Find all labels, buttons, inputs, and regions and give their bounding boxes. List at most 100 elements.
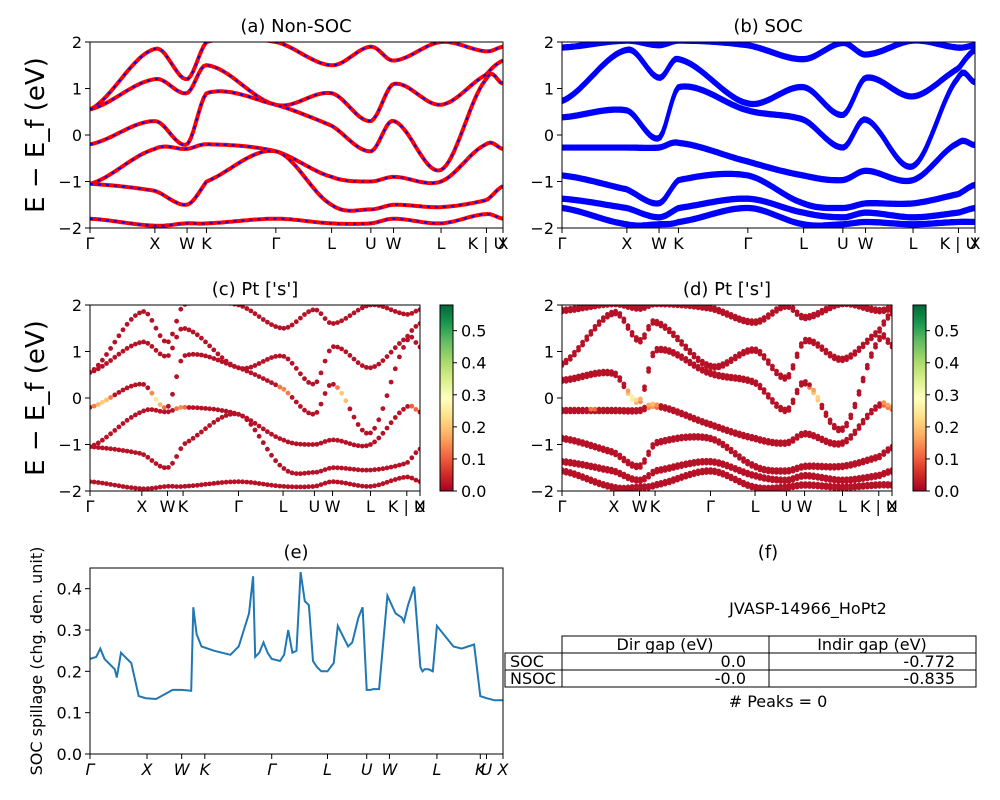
projected-point	[95, 362, 101, 368]
x-tick-label: Γ	[558, 234, 567, 253]
projected-point	[380, 430, 386, 436]
projected-point	[285, 390, 291, 396]
projected-point	[572, 305, 577, 311]
projected-point	[322, 316, 328, 321]
projected-point	[186, 438, 192, 444]
projected-point	[157, 484, 163, 490]
projected-point	[388, 478, 394, 484]
projected-point	[277, 384, 283, 390]
projected-point	[646, 305, 651, 310]
projected-point	[774, 401, 779, 407]
projected-point	[116, 447, 122, 453]
projected-point	[157, 351, 163, 357]
projected-point	[848, 433, 854, 438]
projected-point	[666, 464, 672, 470]
projected-point	[562, 360, 565, 366]
projected-point	[745, 347, 750, 352]
y-tick-label: −1	[530, 436, 554, 455]
projected-point	[877, 326, 882, 332]
projected-point	[178, 358, 184, 364]
projected-point	[691, 459, 697, 464]
projected-point	[844, 305, 849, 308]
projected-point	[293, 399, 299, 405]
projected-point	[889, 341, 892, 347]
projected-point	[223, 479, 229, 485]
x-tick-label: Γ	[86, 497, 95, 516]
projected-point	[380, 481, 386, 487]
colorbar-tick-label: 0.2	[934, 418, 959, 437]
info-panel: JVASP-14966_HoPt2 Dir gap (eV) Indir gap…	[504, 599, 977, 711]
projected-point	[745, 481, 750, 487]
projected-point	[215, 407, 221, 413]
band-line-dash	[90, 141, 503, 185]
projected-point	[695, 363, 701, 369]
projected-point	[881, 481, 887, 486]
projected-point	[145, 340, 151, 346]
projected-point	[869, 481, 874, 487]
projected-point	[584, 474, 590, 480]
projected-point	[91, 479, 97, 485]
projected-point	[856, 482, 862, 488]
projected-point	[153, 347, 159, 353]
projected-point	[662, 478, 668, 484]
projected-point	[580, 305, 585, 309]
projected-point	[108, 346, 113, 351]
projected-point	[576, 471, 581, 477]
projected-point	[359, 305, 365, 311]
projected-point	[761, 353, 767, 358]
projected-point	[355, 307, 361, 313]
projected-point	[203, 353, 208, 359]
projected-point	[699, 418, 705, 423]
projected-point	[675, 434, 680, 440]
projected-point	[401, 337, 406, 343]
projected-point	[244, 306, 250, 311]
projected-point	[782, 374, 788, 379]
projected-point	[765, 392, 771, 397]
projected-point	[211, 356, 217, 361]
projected-point	[675, 408, 680, 413]
projected-point	[91, 368, 97, 374]
projected-point	[798, 463, 804, 468]
band-line	[90, 140, 503, 186]
projected-point	[149, 344, 155, 349]
projected-point	[302, 442, 307, 447]
projected-point	[790, 475, 796, 480]
projected-point	[269, 322, 274, 327]
y-tick-label: 0.3	[57, 621, 82, 640]
projected-point	[811, 432, 816, 437]
projected-point	[285, 324, 291, 330]
band-line	[562, 46, 975, 116]
projected-point	[687, 413, 693, 418]
projected-point	[161, 338, 167, 344]
projected-point	[786, 305, 792, 308]
projected-point	[836, 462, 841, 468]
x-tick-label: L	[323, 760, 332, 779]
projected-point	[306, 484, 311, 490]
projected-point	[281, 386, 287, 392]
projected-point	[194, 332, 200, 338]
projected-point	[732, 465, 738, 470]
projected-point	[199, 299, 204, 304]
projected-point	[778, 467, 783, 472]
projected-point	[741, 479, 746, 485]
projected-point	[281, 325, 287, 331]
projected-point	[91, 444, 97, 450]
projected-point	[650, 350, 656, 356]
projected-point	[737, 453, 742, 458]
projected-point	[654, 318, 660, 324]
projected-point	[753, 318, 759, 324]
projected-point	[124, 321, 130, 327]
projected-point	[392, 366, 398, 372]
projected-point	[671, 305, 676, 308]
projected-point	[765, 475, 771, 480]
projected-point	[732, 475, 738, 481]
projected-point	[384, 354, 390, 359]
projected-point	[617, 406, 623, 412]
x-tick-label: W	[179, 234, 195, 253]
band-line	[562, 137, 975, 182]
projected-point	[881, 306, 887, 312]
projected-point	[592, 478, 598, 483]
projected-point	[864, 412, 870, 418]
projected-point	[625, 458, 631, 464]
projected-point	[757, 473, 763, 478]
